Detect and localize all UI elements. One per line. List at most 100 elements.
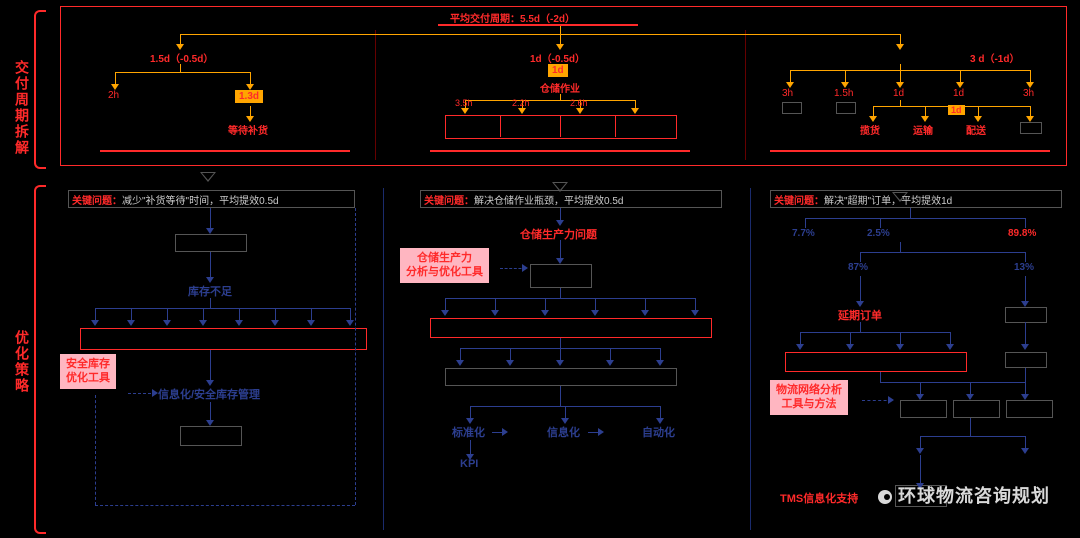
c2-underline (430, 150, 690, 152)
b3-pt0: 7.7% (792, 228, 815, 239)
c2-badge: 1d (548, 64, 568, 77)
b2b2a1 (506, 360, 514, 366)
top-divider-1 (375, 30, 376, 160)
b3-sb2 (953, 400, 1000, 418)
b2-step1: 信息化 (547, 424, 580, 440)
c3l2: 1d (893, 88, 904, 99)
c2-rv1 (500, 115, 501, 137)
b3-mid: 延期订单 (838, 307, 882, 323)
b1-dash-ar (152, 389, 158, 397)
b3b4d1 (920, 382, 921, 394)
c2-rv3 (615, 115, 616, 137)
b3-low: TMS信息化支持 (780, 490, 858, 506)
b1bd5 (275, 308, 276, 320)
b1bd0 (95, 308, 96, 320)
b2-title: 仓储生产力问题 (520, 226, 597, 242)
header-title: 平均交付周期：5.5d（-2d） (450, 10, 575, 25)
top-divider-2 (745, 30, 746, 160)
b1-box2 (180, 426, 242, 446)
b1ba4 (235, 320, 243, 326)
b3b2d0 (860, 252, 861, 262)
header-underline (438, 24, 638, 26)
b2b2d2 (560, 348, 561, 360)
b3b3d2 (900, 332, 901, 344)
b3-v2s (900, 242, 901, 252)
c1-bus (115, 72, 250, 73)
b3b2d1 (1025, 252, 1026, 262)
b1bd2 (167, 308, 168, 320)
b1-mid: 库存不足 (188, 283, 232, 299)
c3d2 (845, 70, 846, 82)
b3-bus1 (805, 218, 1025, 219)
c1-leaf-right: 等待补货 (228, 122, 268, 137)
c1-underline (100, 150, 350, 152)
b3b3d0 (800, 332, 801, 344)
c2-title: 仓储作业 (540, 80, 580, 95)
b3b5d1 (1025, 436, 1026, 448)
section-label-bottom: 优化策略 (12, 330, 32, 394)
b1-v3 (210, 298, 211, 308)
b2b3d1 (565, 406, 566, 418)
b3b3d3 (950, 332, 951, 344)
b1-v1 (210, 208, 211, 228)
c3sd3 (978, 106, 979, 116)
b3b5d0 (920, 436, 921, 448)
b2-v5 (560, 386, 561, 406)
c1-stem (180, 64, 181, 72)
b3b5a1 (1021, 448, 1029, 454)
b3b3d1 (850, 332, 851, 344)
c1-sum: 1.5d（-0.5d） (150, 50, 213, 65)
c2a2 (518, 108, 526, 114)
b3b4d2 (970, 382, 971, 394)
b2b1a3 (591, 310, 599, 316)
b3b3a0 (796, 344, 804, 350)
b1-low: 信息化/安全库存管理 (158, 386, 260, 402)
b3-sb3 (1006, 400, 1053, 418)
c1-d3 (250, 106, 251, 116)
c3-bl1: 运输 (913, 122, 933, 137)
c3-badge: 1d (948, 105, 965, 115)
b3-row1 (785, 352, 967, 372)
c1-d2 (250, 72, 251, 84)
h-stem (560, 26, 561, 34)
c1-badge: 1.3d (235, 90, 263, 103)
b3b3a1 (846, 344, 854, 350)
b2b2d4 (660, 348, 661, 360)
b3-v1 (910, 208, 911, 218)
h-d1 (180, 34, 181, 44)
b1bd4 (239, 308, 240, 320)
b1bd6 (311, 308, 312, 320)
h-d2 (560, 34, 561, 44)
b3b1d0 (805, 218, 806, 228)
b2-key: 关键问题：解决仓储作业瓶颈，平均提效0.5d (424, 192, 623, 207)
b2b2d1 (510, 348, 511, 360)
down-arrow-1 (200, 172, 216, 182)
b2b1d0 (445, 298, 446, 310)
b1-box1 (175, 234, 247, 252)
b3-bus5 (920, 436, 1025, 437)
c2-d4 (635, 100, 636, 108)
b3-av4b (1021, 344, 1029, 350)
b2-kpi: KPI (460, 458, 478, 470)
b2-v2 (560, 240, 561, 258)
c3-underline (770, 150, 1050, 152)
b3-bus3 (800, 332, 950, 333)
b2b2a2 (556, 360, 564, 366)
b3-pm1: 13% (1014, 262, 1034, 273)
c3-b1 (836, 102, 856, 114)
b3-midbox (1005, 307, 1047, 323)
c3sd4 (1030, 106, 1031, 116)
c2a4 (631, 108, 639, 114)
b3-row1b (1005, 352, 1047, 368)
c3l3: 1d (953, 88, 964, 99)
b1ba1 (127, 320, 135, 326)
bracket-top (34, 10, 46, 169)
b1-v5 (210, 402, 211, 420)
b2b3d0 (470, 406, 471, 418)
b2b1a4 (641, 310, 649, 316)
b3-pt2: 89.8% (1008, 228, 1036, 239)
b2-step0: 标准化 (452, 424, 485, 440)
b3-v7 (920, 455, 921, 483)
h-bus (180, 34, 900, 35)
c3-sum: 3 d（-1d） (970, 50, 1019, 65)
